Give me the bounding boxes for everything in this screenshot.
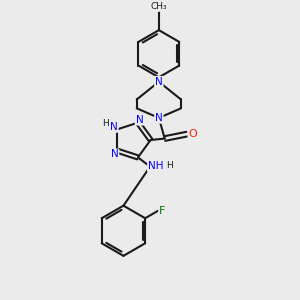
- Text: N: N: [136, 115, 143, 125]
- Text: H: H: [102, 119, 109, 128]
- Text: N: N: [155, 113, 163, 123]
- Text: N: N: [111, 149, 119, 159]
- Text: N: N: [155, 77, 163, 87]
- Text: NH: NH: [148, 161, 164, 171]
- Text: N: N: [110, 122, 118, 132]
- Text: CH₃: CH₃: [151, 2, 167, 11]
- Text: H: H: [166, 160, 173, 169]
- Text: O: O: [188, 129, 197, 139]
- Text: F: F: [159, 206, 166, 216]
